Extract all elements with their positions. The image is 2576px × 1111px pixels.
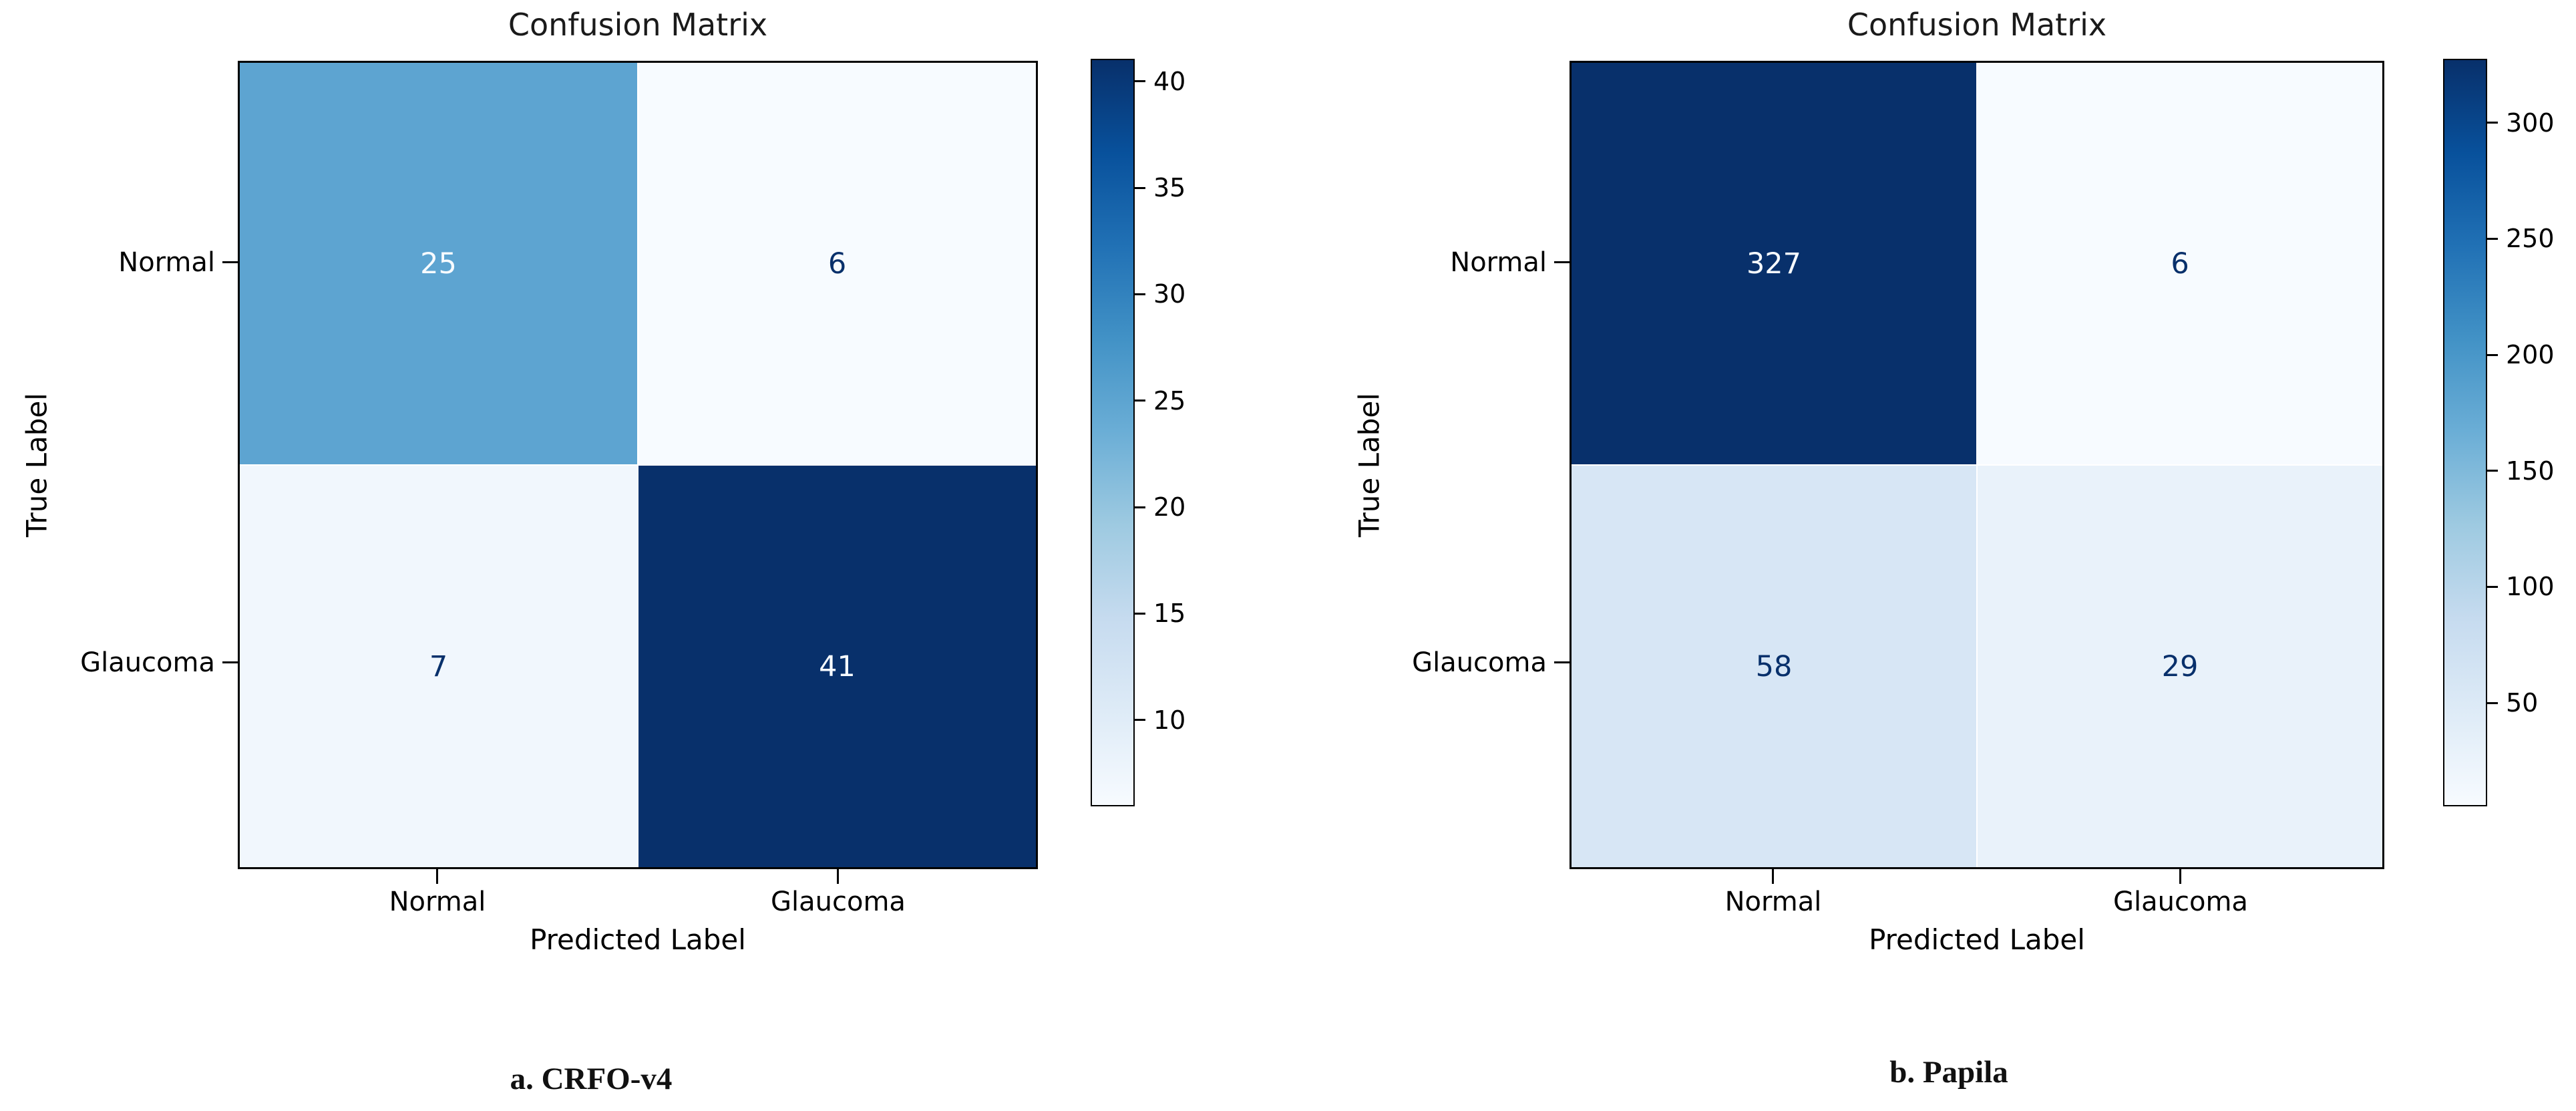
x-axis-label: Predicted Label bbox=[530, 923, 746, 956]
colorbar-tick-label: 25 bbox=[1153, 385, 1186, 416]
colorbar: 50 100 150 200 250 300 bbox=[2443, 59, 2555, 806]
y-tick-mark bbox=[1554, 261, 1570, 263]
colorbar-tick-mark bbox=[1133, 186, 1145, 189]
matrix-cell: 25 bbox=[240, 63, 637, 464]
colorbar-tick-mark bbox=[2486, 237, 2498, 240]
colorbar-gradient bbox=[2444, 60, 2486, 805]
subfigure-caption: b. Papila bbox=[1889, 1055, 2008, 1090]
colorbar: 10 15 20 25 30 35 40 bbox=[1091, 59, 1185, 806]
cell-value: 29 bbox=[2161, 649, 2199, 683]
cell-value: 25 bbox=[420, 247, 457, 281]
colorbar-tick-label: 30 bbox=[1153, 279, 1186, 309]
y-tick-label: Glaucoma bbox=[1412, 647, 1547, 678]
x-tick-mark bbox=[2179, 869, 2181, 884]
x-tick-label: Glaucoma bbox=[2113, 887, 2248, 917]
x-axis-label: Predicted Label bbox=[1869, 923, 2085, 956]
colorbar-tick-label: 50 bbox=[2506, 688, 2539, 718]
cell-value: 41 bbox=[819, 649, 856, 683]
matrix-cell: 327 bbox=[1572, 63, 1976, 464]
chart-title: Confusion Matrix bbox=[508, 7, 768, 43]
colorbar-tick-mark bbox=[2486, 470, 2498, 472]
colorbar-tick-mark bbox=[2486, 122, 2498, 124]
y-tick-mark bbox=[1554, 661, 1570, 663]
matrix-cell: 6 bbox=[1978, 63, 2382, 464]
colorbar-tick-mark bbox=[2486, 701, 2498, 704]
x-tick-mark bbox=[837, 869, 839, 884]
colorbar-tick-label: 40 bbox=[1153, 66, 1186, 96]
cell-value: 6 bbox=[2171, 247, 2189, 281]
colorbar-tick-mark bbox=[1133, 612, 1145, 615]
colorbar-tick-mark bbox=[1133, 293, 1145, 295]
y-tick-mark bbox=[222, 261, 238, 263]
colorbar-tick-label: 20 bbox=[1153, 492, 1186, 522]
cell-value: 7 bbox=[429, 649, 448, 683]
colorbar-tick-mark bbox=[2486, 353, 2498, 356]
cell-value: 58 bbox=[1755, 649, 1793, 683]
colorbar-tick-label: 150 bbox=[2506, 456, 2555, 486]
x-tick-label: Normal bbox=[389, 887, 486, 917]
colorbar-tick-label: 300 bbox=[2506, 108, 2555, 138]
x-tick-mark bbox=[1772, 869, 1774, 884]
x-tick-label: Glaucoma bbox=[771, 887, 906, 917]
matrix-cell: 41 bbox=[638, 466, 1036, 867]
colorbar-gradient bbox=[1092, 60, 1133, 805]
colorbar-tick-mark bbox=[2486, 585, 2498, 588]
y-tick-label: Glaucoma bbox=[80, 647, 215, 678]
colorbar-tick-label: 100 bbox=[2506, 572, 2555, 602]
colorbar-tick-mark bbox=[1133, 400, 1145, 402]
cell-value: 6 bbox=[827, 247, 847, 281]
colorbar-tick-label: 250 bbox=[2506, 224, 2555, 254]
subfigure-caption: a. CRFO-v4 bbox=[510, 1062, 673, 1096]
colorbar-tick-label: 15 bbox=[1153, 599, 1186, 629]
colorbar-tick-label: 35 bbox=[1153, 173, 1186, 203]
colorbar-tick-mark bbox=[1133, 80, 1145, 83]
matrix-cell: 29 bbox=[1978, 466, 2382, 867]
heatmap-plot: 327 6 58 29 bbox=[1570, 61, 2384, 869]
colorbar-tick-label: 10 bbox=[1153, 705, 1186, 735]
colorbar-tick-mark bbox=[1133, 506, 1145, 508]
y-tick-label: Normal bbox=[1450, 247, 1547, 278]
colorbar-tick-mark bbox=[1133, 719, 1145, 722]
y-axis-label: True Label bbox=[1352, 393, 1386, 537]
heatmap-plot: 25 6 7 41 bbox=[238, 61, 1038, 869]
colorbar-tick-label: 200 bbox=[2506, 340, 2555, 370]
chart-title: Confusion Matrix bbox=[1847, 7, 2107, 43]
cell-value: 327 bbox=[1746, 247, 1802, 281]
x-tick-label: Normal bbox=[1724, 887, 1822, 917]
y-tick-mark bbox=[222, 661, 238, 663]
matrix-cell: 7 bbox=[240, 466, 637, 867]
matrix-cell: 58 bbox=[1572, 466, 1976, 867]
x-tick-mark bbox=[436, 869, 438, 884]
y-tick-label: Normal bbox=[118, 247, 215, 278]
matrix-cell: 6 bbox=[638, 63, 1036, 464]
